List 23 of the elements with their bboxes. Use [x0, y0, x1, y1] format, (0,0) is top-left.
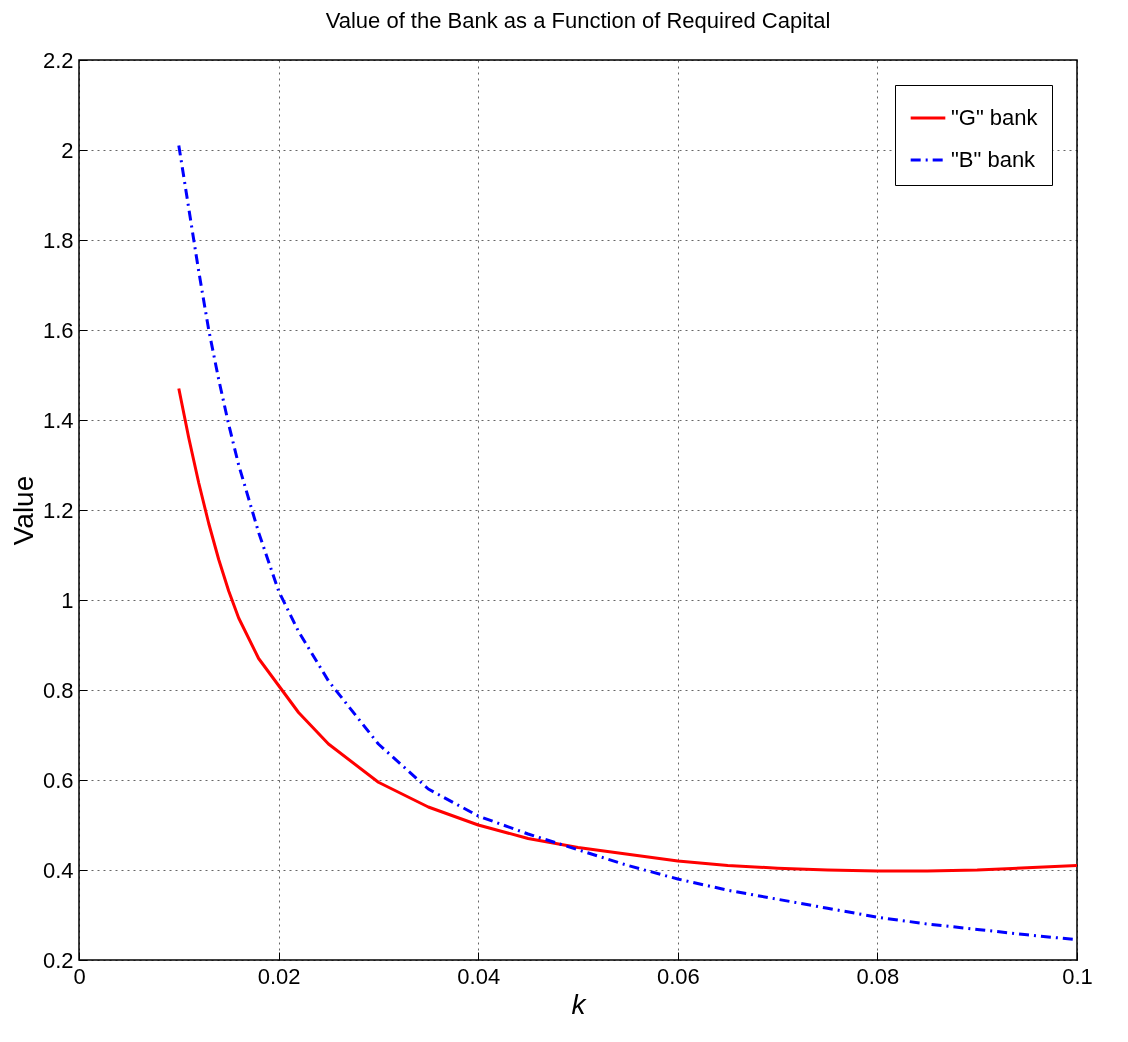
legend-label: "G" bank	[951, 105, 1039, 130]
y-tick-label: 2	[61, 137, 74, 163]
y-tick-label: 1.8	[42, 227, 74, 253]
y-tick-label: 2.2	[42, 47, 74, 73]
y-tick-label: 1.4	[42, 407, 74, 433]
y-tick-label: 0.2	[42, 947, 74, 973]
y-tick-label: 1.2	[42, 497, 74, 523]
x-tick-label: 0.1	[1062, 963, 1093, 989]
x-tick-label: 0.06	[656, 963, 700, 989]
x-tick-label: 0	[73, 963, 86, 989]
y-tick-label: 0.8	[42, 677, 74, 703]
y-axis-title: Value	[7, 475, 39, 546]
x-axis-title: k	[571, 988, 588, 1020]
line-series	[177, 387, 1077, 873]
y-tick-label: 1	[61, 587, 74, 613]
x-tick-label: 0.02	[257, 963, 301, 989]
y-tick-label: 0.4	[42, 857, 74, 883]
y-tick-label: 0.6	[42, 767, 74, 793]
legend-label: "B" bank	[951, 147, 1037, 172]
y-tick-label: 1.6	[42, 317, 74, 343]
chart-title: Value of the Bank as a Function of Required Capital	[325, 8, 831, 33]
x-tick-label: 0.04	[457, 963, 501, 989]
x-tick-label: 0.08	[856, 963, 900, 989]
